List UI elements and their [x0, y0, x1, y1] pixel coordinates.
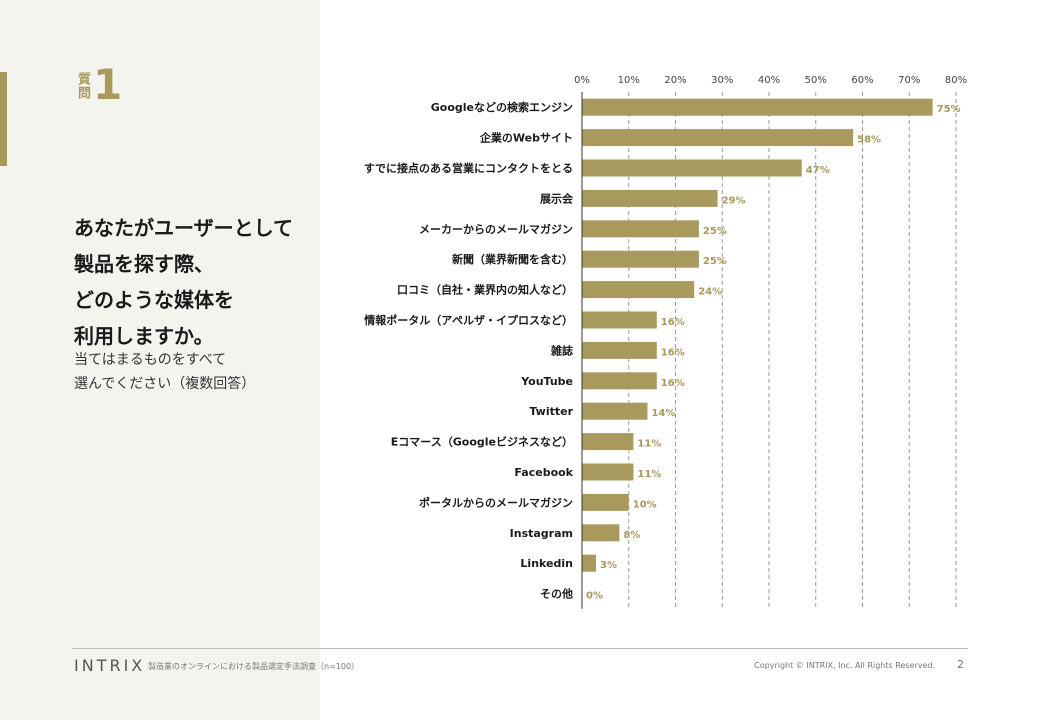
x-tick-label: 20%	[664, 75, 686, 86]
category-label: 企業のWebサイト	[479, 131, 573, 145]
data-label: 0%	[586, 591, 603, 602]
x-tick-label: 0%	[574, 75, 590, 86]
bar	[582, 98, 933, 116]
data-label: 16%	[661, 317, 685, 328]
x-tick-label: 80%	[945, 75, 967, 86]
x-tick-label: 30%	[711, 75, 733, 86]
footer-divider	[72, 648, 968, 649]
bar	[582, 159, 802, 177]
data-label: 24%	[698, 287, 722, 298]
left-panel	[0, 0, 320, 720]
bar-chart: 0% 10% 20% 30% 40% 50% 60% 70% 80% Googleなどの検索エンジ…	[364, 75, 967, 609]
footer-source: 製造業のオンラインにおける製品選定手法調査（n=100）	[148, 662, 360, 671]
data-label: 11%	[637, 439, 661, 450]
category-label: Eコマース（Googleビジネスなど）	[391, 435, 573, 449]
category-label: Linkedin	[520, 557, 573, 570]
bar	[582, 433, 634, 451]
bar	[582, 250, 699, 268]
category-label: Googleなどの検索エンジン	[431, 100, 573, 114]
question-label: 質問	[75, 72, 90, 100]
category-label: その他	[540, 587, 573, 601]
bar	[582, 493, 629, 511]
category-label: Facebook	[514, 466, 573, 479]
data-label: 14%	[651, 408, 675, 419]
bar	[582, 281, 695, 299]
data-label: 8%	[623, 530, 640, 541]
data-label: 47%	[806, 165, 830, 176]
category-label: Twitter	[529, 405, 573, 418]
category-label: 新聞（業界新聞を含む）	[452, 252, 573, 266]
bar	[582, 402, 648, 420]
data-label: 11%	[637, 469, 661, 480]
data-label: 29%	[722, 195, 746, 206]
category-label: メーカーからのメールマガジン	[419, 222, 573, 236]
intrix-logo: INTRIX	[74, 656, 146, 675]
bar	[582, 189, 718, 207]
x-tick-label: 50%	[805, 75, 827, 86]
data-label: 25%	[703, 226, 727, 237]
bar	[582, 129, 854, 147]
bar	[582, 463, 634, 481]
question-title: あなたがユーザーとして 製品を探す際、 どのような媒体を 利用しますか。	[74, 216, 293, 348]
bar	[582, 341, 657, 359]
bar	[582, 220, 699, 238]
x-tick-label: 70%	[898, 75, 920, 86]
bar	[582, 372, 657, 390]
data-label: 16%	[661, 347, 685, 358]
category-label: 展示会	[539, 191, 574, 205]
category-label: YouTube	[520, 375, 573, 388]
data-label: 58%	[857, 135, 881, 146]
data-label: 16%	[661, 378, 685, 389]
question-subtitle: 当てはまるものをすべて 選んでください（複数回答）	[74, 352, 256, 392]
x-tick-label: 40%	[758, 75, 780, 86]
copyright: Copyright © INTRIX, Inc. All Rights Rese…	[754, 661, 935, 670]
category-label: Instagram	[510, 527, 573, 540]
x-tick-label: 60%	[851, 75, 873, 86]
accent-bar	[0, 72, 7, 166]
data-label: 75%	[937, 104, 961, 115]
category-label: ポータルからのメールマガジン	[419, 495, 573, 509]
bar	[582, 311, 657, 329]
category-label: すでに接点のある営業にコンタクトをとる	[364, 161, 573, 175]
category-label: 雑誌	[550, 343, 573, 357]
category-label: 口コミ（自社・業界内の知人など）	[397, 283, 573, 297]
data-label: 25%	[703, 256, 727, 267]
bar	[582, 554, 597, 572]
question-number: 1	[93, 60, 123, 109]
x-tick-label: 10%	[618, 75, 640, 86]
category-label: 情報ポータル（アペルザ・イプロスなど）	[364, 313, 573, 327]
page-number: 2	[957, 658, 964, 671]
data-label: 10%	[633, 499, 657, 510]
data-label: 3%	[600, 560, 617, 571]
bar	[582, 524, 620, 542]
